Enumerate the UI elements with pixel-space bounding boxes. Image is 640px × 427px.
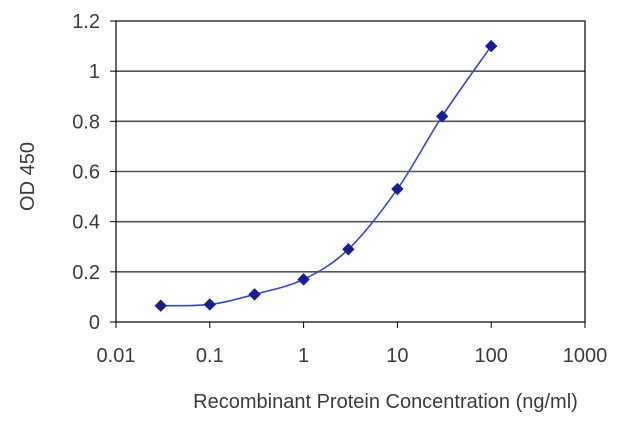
y-tick-label: 0.8 (72, 111, 100, 133)
x-tick-label: 1 (298, 345, 309, 367)
y-axis-ticks: 0 0.2 0.4 0.6 0.8 1 1.2 (72, 11, 116, 334)
grid-lines (116, 70, 585, 273)
y-tick-label: 1 (89, 61, 100, 83)
data-point (342, 243, 355, 256)
x-tick-label: 1000 (563, 345, 608, 367)
x-axis-ticks: 0.01 0.1 1 10 100 1000 (97, 322, 608, 367)
data-point (435, 110, 449, 123)
y-tick-label: 1.2 (72, 11, 100, 33)
data-point (203, 298, 217, 311)
x-axis-label: Recombinant Protein Concentration (ng/ml… (193, 391, 578, 413)
x-tick-label: 0.1 (196, 345, 224, 367)
data-point (154, 299, 167, 312)
y-tick-label: 0 (89, 312, 100, 334)
x-tick-label: 0.01 (97, 345, 136, 367)
y-tick-label: 0.4 (72, 212, 100, 234)
data-point (484, 39, 498, 53)
data-point (391, 182, 404, 196)
y-tick-label: 0.6 (72, 162, 100, 184)
series-layer (154, 39, 498, 312)
series-line (160, 45, 492, 307)
y-tick-label: 0.2 (72, 262, 100, 284)
x-tick-label: 100 (475, 345, 508, 367)
y-axis-label: OD 450 (17, 142, 39, 211)
data-point (297, 273, 310, 286)
data-point (248, 288, 261, 301)
x-tick-label: 10 (386, 345, 408, 367)
